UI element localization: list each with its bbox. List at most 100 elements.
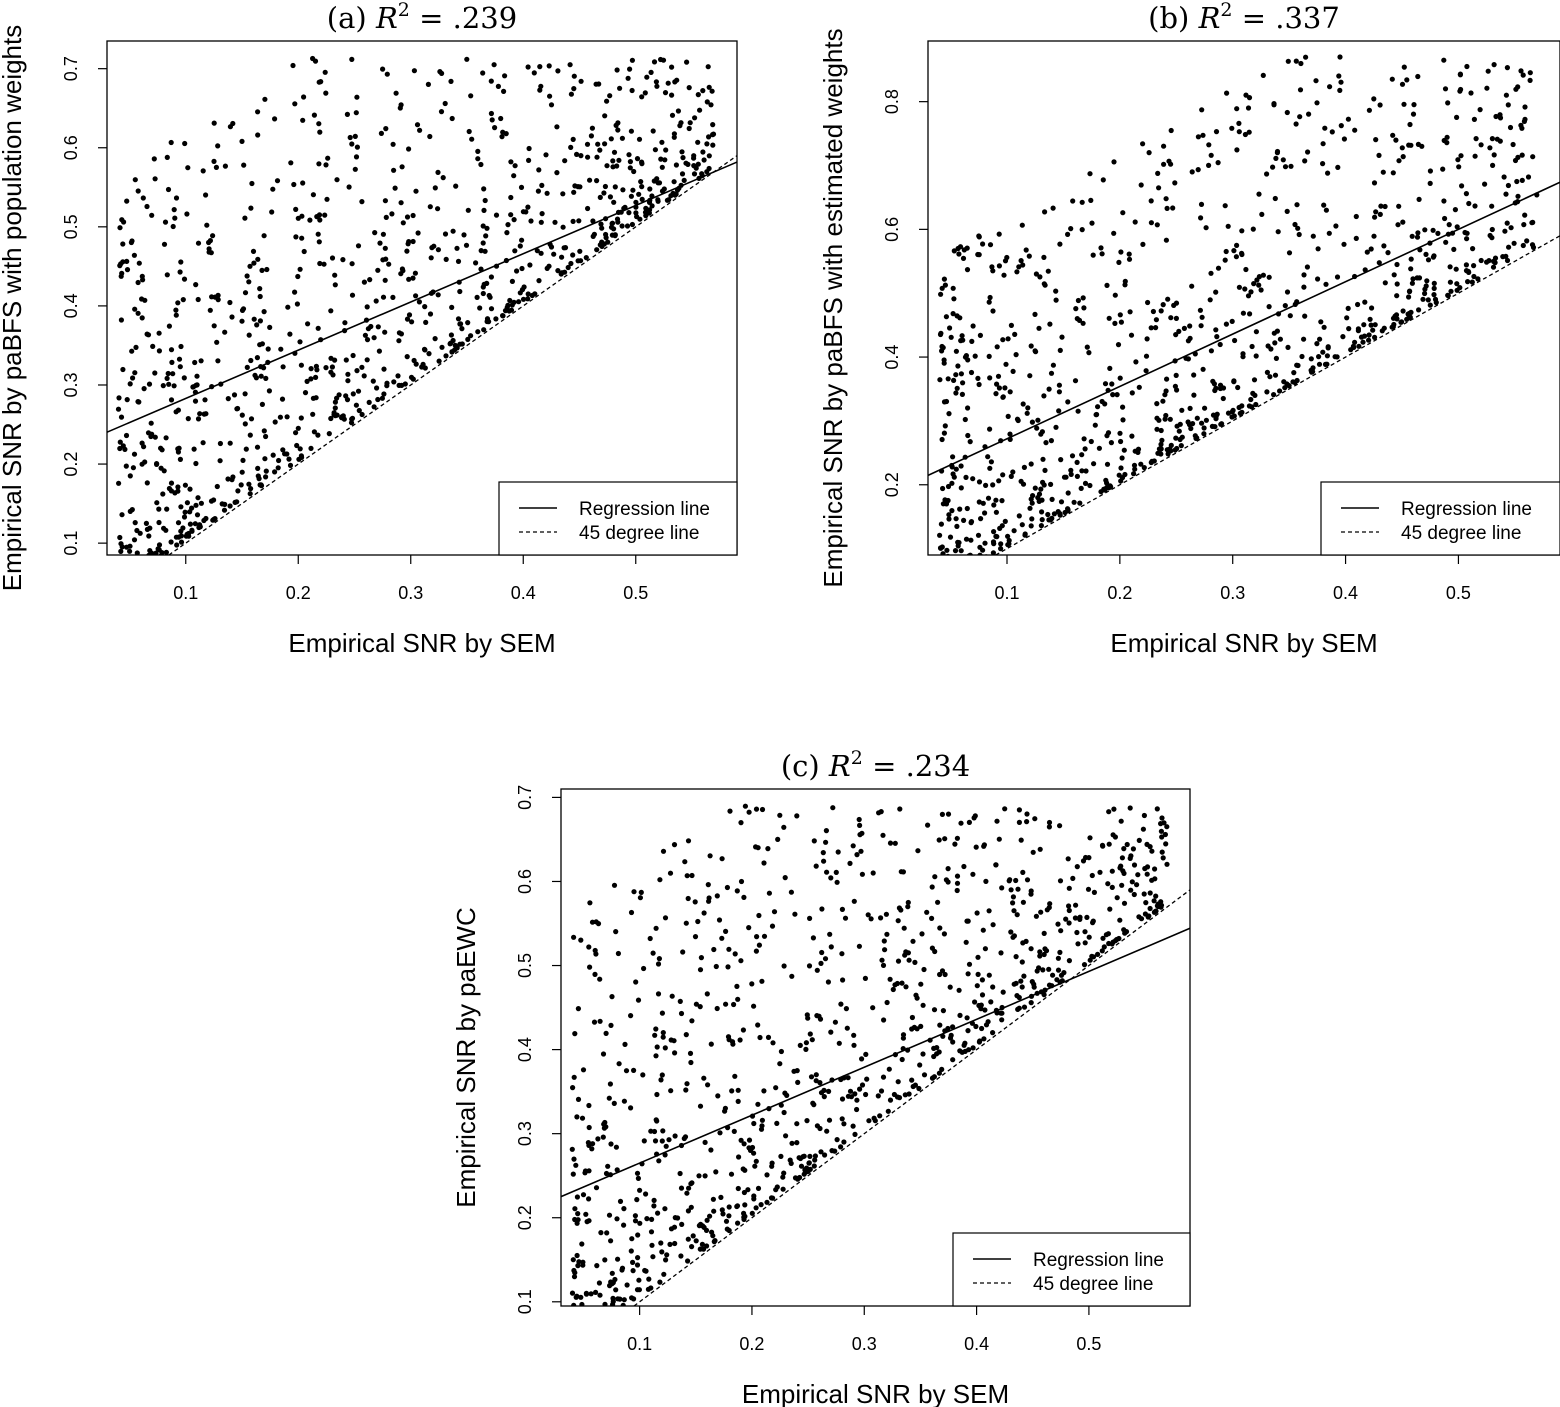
data-point <box>659 1010 666 1016</box>
data-point <box>131 252 137 258</box>
data-point <box>1419 143 1425 149</box>
data-point <box>222 329 228 335</box>
data-point <box>1104 461 1111 467</box>
data-point <box>1154 222 1160 228</box>
data-point <box>334 177 340 183</box>
data-point <box>937 579 942 584</box>
data-point <box>865 912 871 918</box>
data-point <box>1153 317 1159 323</box>
data-point <box>1079 452 1085 458</box>
data-point <box>821 858 827 864</box>
data-point <box>1207 297 1213 303</box>
data-point <box>839 951 845 957</box>
data-point <box>336 392 342 398</box>
data-point <box>663 147 669 153</box>
legend-label: 45 degree line <box>1401 523 1521 544</box>
data-point <box>909 1014 916 1021</box>
data-point <box>248 357 254 364</box>
data-point <box>851 898 857 904</box>
data-point <box>1295 362 1301 369</box>
data-point <box>945 483 952 490</box>
data-point <box>741 894 747 901</box>
data-point <box>610 1312 615 1317</box>
data-point <box>1385 250 1391 256</box>
data-point <box>1041 281 1047 287</box>
data-point <box>1109 381 1115 387</box>
data-point <box>636 191 642 197</box>
data-point <box>143 520 149 527</box>
data-point <box>1102 401 1108 407</box>
data-point <box>156 506 162 512</box>
data-point <box>546 63 552 69</box>
data-point <box>1212 424 1218 430</box>
data-point <box>1010 469 1016 475</box>
data-point <box>738 1137 744 1143</box>
data-point <box>964 505 970 512</box>
data-point <box>173 195 180 201</box>
data-point <box>1119 455 1125 461</box>
data-point <box>998 950 1004 956</box>
data-point <box>416 299 422 305</box>
data-point <box>643 1268 649 1274</box>
data-point <box>1253 329 1259 335</box>
data-point <box>1366 332 1372 338</box>
data-point <box>371 404 377 410</box>
data-point <box>396 338 402 344</box>
data-point <box>981 1036 987 1042</box>
data-point <box>1399 145 1405 151</box>
data-point <box>990 550 996 555</box>
data-point <box>1229 318 1235 324</box>
data-point <box>130 572 135 577</box>
data-point <box>1306 111 1312 117</box>
data-point <box>832 1148 838 1154</box>
data-point <box>668 193 674 199</box>
data-point <box>562 269 568 275</box>
data-point <box>1302 313 1308 319</box>
data-point <box>1519 152 1525 158</box>
data-point <box>630 187 636 193</box>
data-point <box>1373 209 1379 215</box>
data-point <box>693 1001 700 1007</box>
data-point <box>944 547 950 553</box>
data-point <box>300 180 306 186</box>
data-point <box>878 915 884 921</box>
data-point <box>937 1022 943 1028</box>
data-point <box>702 1139 708 1145</box>
data-point <box>780 1186 786 1192</box>
data-point <box>1082 940 1088 946</box>
data-point <box>876 810 882 816</box>
data-point <box>1321 324 1327 330</box>
data-point <box>178 533 184 539</box>
data-point <box>993 533 999 540</box>
data-point <box>813 863 819 869</box>
data-point <box>536 278 542 284</box>
data-point <box>1239 228 1245 234</box>
data-point <box>823 828 830 834</box>
data-point <box>259 401 265 407</box>
data-point <box>1168 127 1174 134</box>
data-point <box>734 983 740 990</box>
data-point <box>1326 230 1332 236</box>
data-point <box>706 134 712 140</box>
data-point <box>666 1137 672 1143</box>
data-point <box>1490 264 1497 270</box>
data-point <box>280 364 286 370</box>
data-point <box>1050 972 1056 978</box>
data-point <box>929 884 935 890</box>
data-point <box>1222 203 1228 209</box>
data-point <box>117 581 122 586</box>
y-axis-label: Empirical SNR by paEWC <box>451 907 481 1208</box>
data-point <box>574 1114 580 1120</box>
data-point <box>735 1087 741 1093</box>
data-point <box>941 357 947 363</box>
data-point <box>822 956 829 962</box>
data-point <box>685 1208 692 1214</box>
data-point <box>1284 208 1290 214</box>
data-point <box>1199 314 1205 320</box>
data-point <box>239 318 245 324</box>
data-point <box>1380 169 1386 175</box>
data-point <box>400 220 406 226</box>
data-point <box>1011 528 1017 534</box>
data-point <box>1299 353 1305 360</box>
data-point <box>286 456 292 462</box>
